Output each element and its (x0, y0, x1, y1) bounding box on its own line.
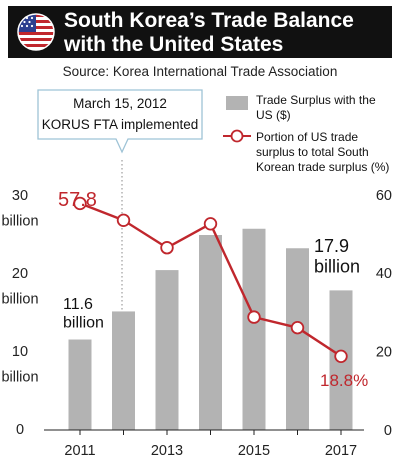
x-tick-label-2013: 2013 (151, 443, 183, 459)
left-tick-label-30: 30 billion (1, 188, 38, 229)
data-label-2011-pct: 57.8 (58, 189, 97, 211)
x-tick-label-2015: 2015 (238, 443, 270, 459)
right-tick-label-20: 20 (376, 345, 392, 361)
legend-bar-label: Trade Surplus with the US ($) (256, 93, 379, 122)
bar-2016 (286, 248, 309, 430)
left-tick-label-20: 20 billion (1, 266, 38, 307)
chart-title: South Korea’s Trade Balance with the Uni… (64, 9, 354, 56)
line-point-2015 (247, 310, 261, 324)
line-series (73, 196, 348, 364)
line-point-2012 (116, 213, 131, 227)
left-tick-label-10: 10 billion (1, 344, 38, 385)
us-flag-icon (17, 13, 55, 51)
bar-2013 (155, 270, 179, 430)
legend-line-marker (230, 129, 244, 143)
data-label-2017-pct: 18.8% (320, 371, 368, 390)
callout-event: KORUS FTA implemented (42, 117, 199, 132)
x-tick-label-2011: 2011 (64, 443, 95, 459)
data-labels: 57.8 18.8% 11.6 billion 17.9 billion (58, 189, 368, 390)
callout-box (37, 89, 203, 154)
line-point-2016 (290, 320, 305, 335)
chart-source: Source: Korea International Trade Associ… (62, 64, 338, 79)
right-tick-label-40: 40 (376, 266, 392, 282)
axes: 2011 2013 2015 2017 0 10 billion 20 billion 30 bil… (1, 188, 392, 459)
bar-2015 (242, 228, 266, 430)
bar-2014 (199, 235, 222, 430)
title-bar: South Korea’s Trade Balance with the Uni… (8, 6, 392, 58)
right-tick-label-0: 0 (384, 423, 392, 439)
line-point-2014 (203, 217, 218, 231)
bar-2012 (112, 311, 135, 430)
line-point-2017 (334, 349, 348, 364)
legend-bar-swatch (226, 96, 248, 110)
line-point-2013 (160, 241, 174, 255)
legend-line-label: Portion of US trade surplus to total Sou… (256, 130, 389, 174)
x-tick-label-2017: 2017 (325, 443, 357, 459)
left-tick-label-0: 0 (16, 422, 24, 438)
data-label-2017-value: 17.9 billion (314, 236, 360, 277)
right-tick-label-60: 60 (376, 188, 392, 204)
data-label-2011-value: 11.6 billion (63, 296, 104, 331)
bar-2011 (68, 339, 92, 430)
line-point-2011 (73, 196, 87, 211)
bar-series (68, 228, 353, 430)
callout-date: March 15, 2012 (73, 96, 167, 111)
